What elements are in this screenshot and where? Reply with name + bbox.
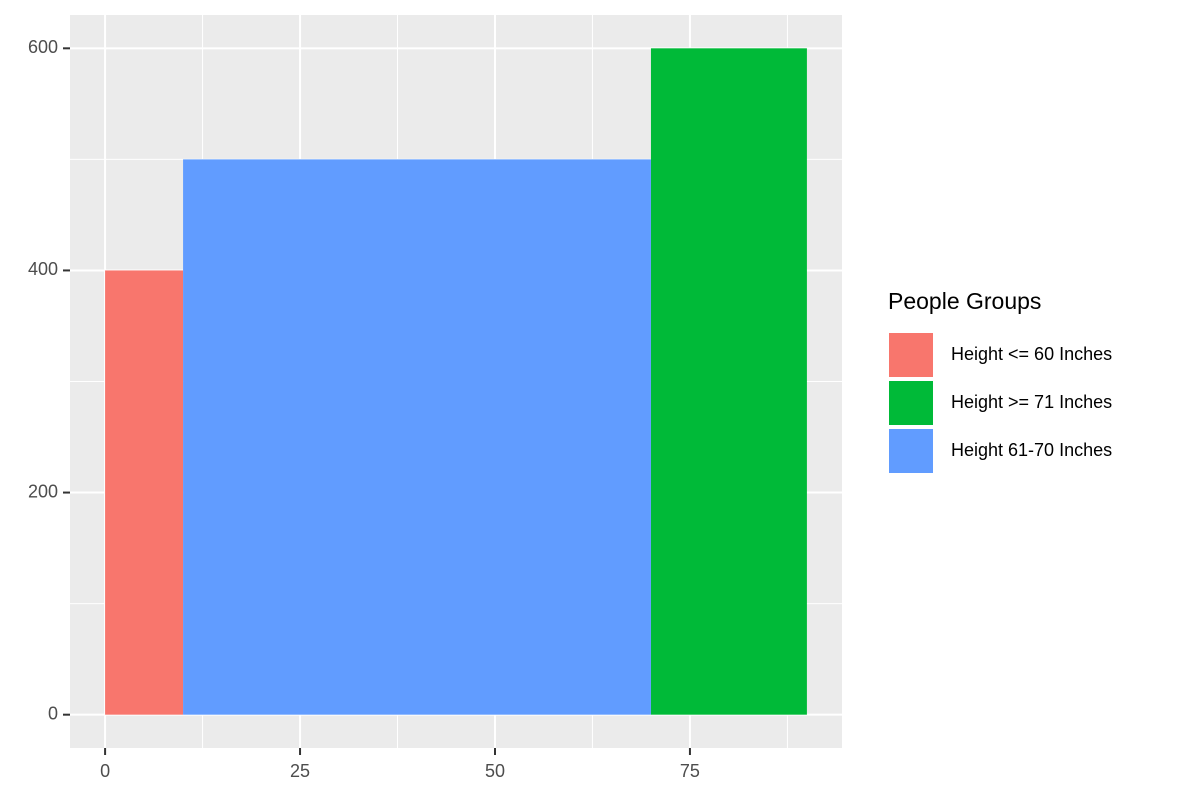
x-tick-label: 75: [680, 761, 700, 781]
legend-key: [887, 379, 935, 427]
y-tick-label: 400: [28, 259, 58, 279]
legend-label: Height >= 71 Inches: [951, 392, 1112, 412]
legend-label: Height 61-70 Inches: [951, 440, 1112, 460]
legend: Height <= 60 Inches Height >= 71 Inches He…: [887, 331, 1112, 475]
legend-key: [887, 427, 935, 475]
x-tick-label: 25: [290, 761, 310, 781]
bar: [650, 48, 807, 715]
y-tick-label: 600: [28, 37, 58, 57]
marks: [105, 48, 807, 715]
bar: [105, 270, 184, 715]
x-tick-label: 50: [485, 761, 505, 781]
axes: 0 25 50 75 0 200 400 600: [28, 37, 700, 781]
legend-label: Height <= 60 Inches: [951, 344, 1112, 364]
y-tick-label: 0: [48, 703, 58, 723]
y-tick-label: 200: [28, 481, 58, 501]
legend-title: People Groups: [888, 288, 1041, 314]
legend-key: [887, 331, 935, 379]
bar: [183, 159, 651, 715]
x-tick-label: 0: [100, 761, 110, 781]
